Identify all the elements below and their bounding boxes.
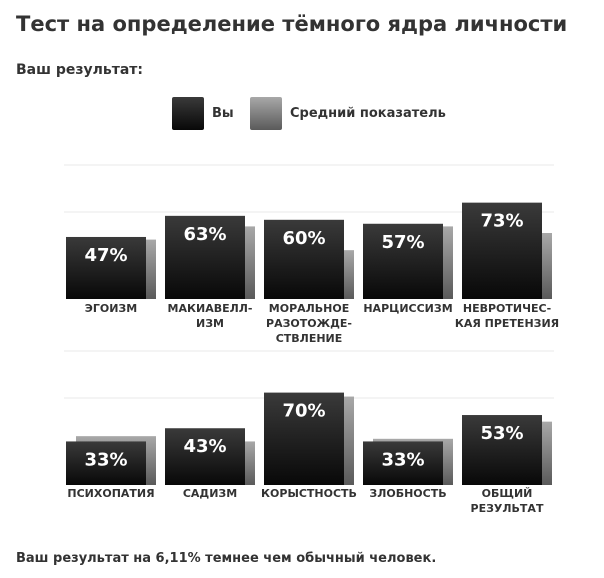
- bar-you-2-1: [66, 441, 146, 485]
- category-label-1-3-line-1: МОРАЛЬНОЕ: [269, 302, 349, 315]
- bar-you-1-1: [66, 236, 146, 299]
- category-label-1-1-line-1: ЭГОИЗМ: [85, 302, 137, 315]
- category-label-1-3-line-3: СТВЛЕНИЕ: [276, 332, 343, 345]
- legend-swatch-average: [250, 97, 282, 130]
- legend-label-you: Вы: [212, 106, 234, 121]
- bar-you-2-2: [165, 428, 245, 485]
- bar-you-1-2: [165, 215, 245, 299]
- bar-value-label-1-4: 57%: [381, 232, 424, 253]
- bar-you-1-4: [363, 223, 443, 299]
- bar-value-label-2-4: 33%: [381, 449, 424, 470]
- category-label-1-2-line-2: ИЗМ: [196, 317, 224, 330]
- legend-label-average: Средний показатель: [290, 106, 446, 121]
- category-label-1-5-line-1: НЕВРОТИЧЕС-: [463, 302, 551, 315]
- result-label: Ваш результат:: [16, 62, 144, 78]
- bar-value-label-1-3: 60%: [282, 228, 325, 249]
- bar-value-label-2-1: 33%: [84, 449, 127, 470]
- category-label-2-2-line-1: САДИЗМ: [183, 487, 237, 500]
- category-label-2-4-line-1: ЗЛОБНОСТЬ: [369, 487, 446, 500]
- bar-you-1-3: [264, 219, 344, 299]
- result-summary: Ваш результат на 6,11% темнее чем обычны…: [16, 551, 437, 566]
- legend-swatch-you: [172, 97, 204, 130]
- category-label-2-5-line-1: ОБЩИЙ: [482, 487, 533, 500]
- bar-you-1-5: [462, 202, 542, 299]
- bar-value-label-2-5: 53%: [480, 423, 523, 444]
- bar-you-2-5: [462, 415, 542, 485]
- bar-value-label-2-2: 43%: [183, 436, 226, 457]
- category-label-1-2-line-1: МАКИАВЕЛЛ-: [168, 302, 253, 315]
- bar-value-label-1-2: 63%: [183, 224, 226, 245]
- bar-you-2-3: [264, 392, 344, 485]
- category-label-2-5-line-2: РЕЗУЛЬТАТ: [471, 502, 544, 515]
- page-title: Тест на определение тёмного ядра личност…: [16, 12, 568, 36]
- category-label-2-3-line-1: КОРЫСТНОСТЬ: [261, 487, 357, 500]
- category-label-1-3-line-2: РАЗОТОЖДЕ-: [266, 317, 352, 330]
- category-label-2-1-line-1: ПСИХОПАТИЯ: [67, 487, 154, 500]
- category-label-1-5-line-2: КАЯ ПРЕТЕНЗИЯ: [455, 317, 559, 330]
- bar-you-2-4: [363, 441, 443, 485]
- category-label-1-4-line-1: НАРЦИССИЗМ: [363, 302, 452, 315]
- bar-value-label-1-5: 73%: [480, 211, 523, 232]
- bar-value-label-2-3: 70%: [282, 401, 325, 422]
- bar-value-label-1-1: 47%: [84, 245, 127, 266]
